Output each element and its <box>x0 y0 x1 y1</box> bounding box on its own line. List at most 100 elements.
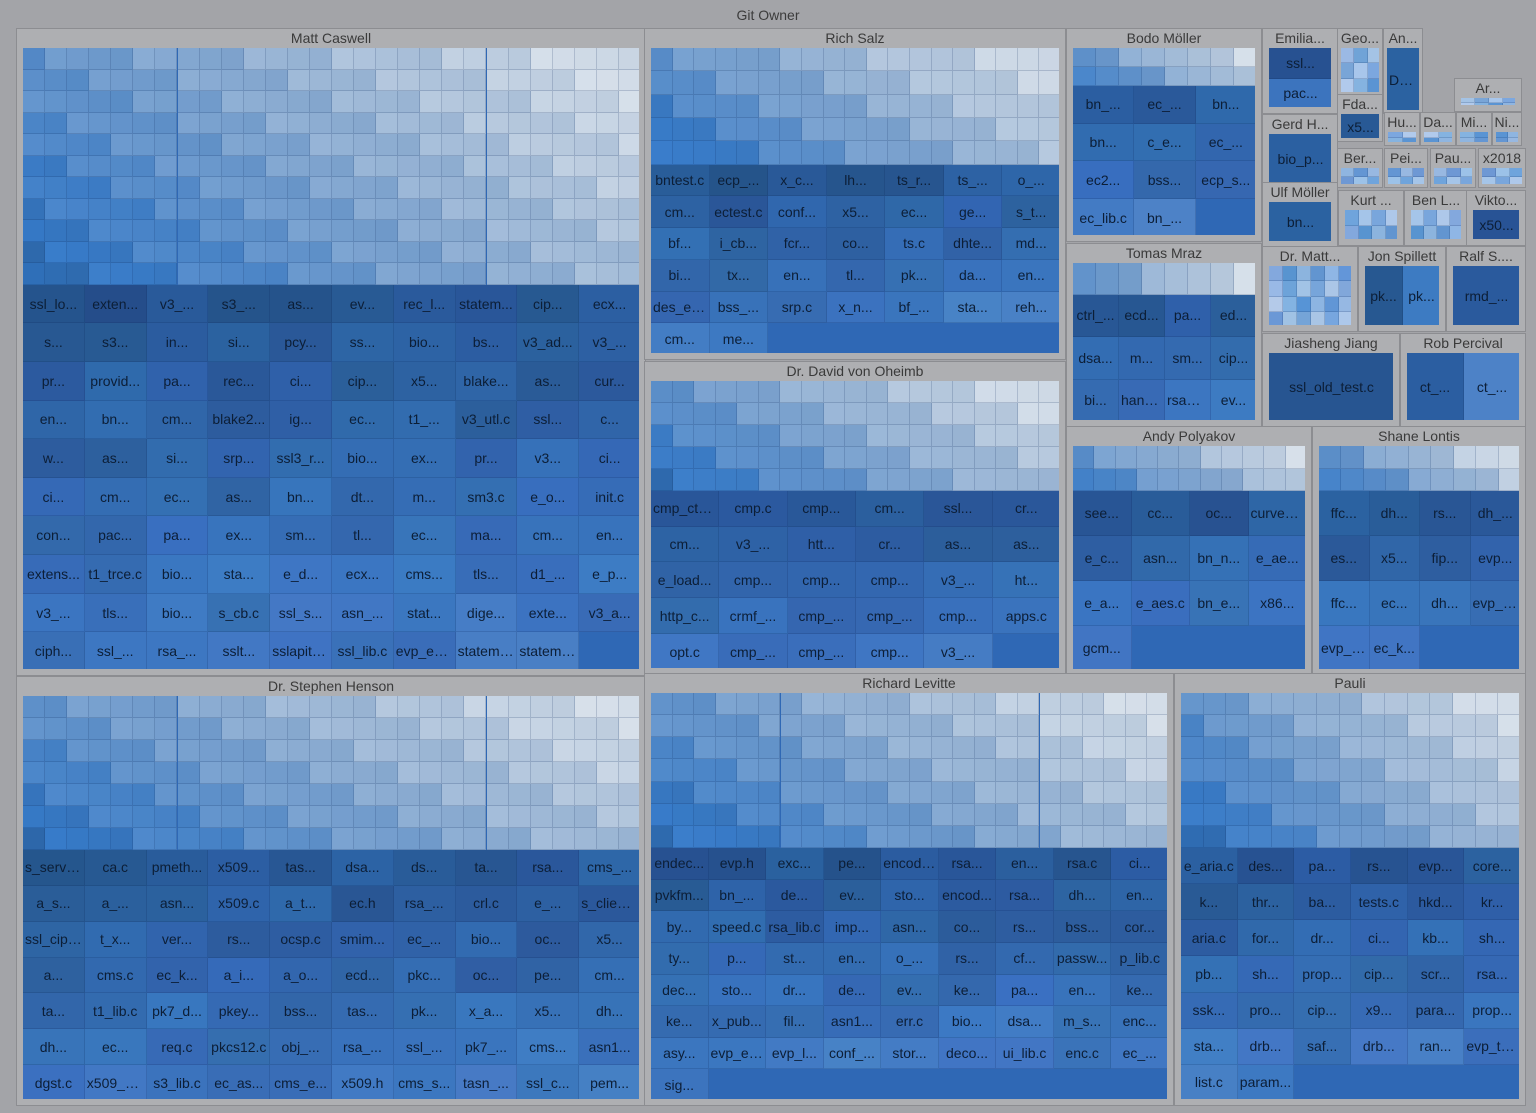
file-cell[interactable]: cmp... <box>787 562 856 599</box>
file-tile[interactable] <box>737 424 759 447</box>
file-tile[interactable] <box>155 263 178 285</box>
file-tile[interactable] <box>530 783 553 806</box>
file-cell[interactable]: dgst.c <box>23 1065 85 1099</box>
file-tile[interactable] <box>974 71 997 95</box>
file-tile[interactable] <box>1354 168 1368 177</box>
file-tile[interactable] <box>1226 693 1249 716</box>
file-tile[interactable] <box>1165 48 1188 67</box>
file-cell[interactable]: drb... <box>1351 1028 1408 1065</box>
file-cell[interactable]: asy... <box>651 1037 709 1070</box>
file-cell[interactable]: ectest.c <box>709 196 769 229</box>
file-tile[interactable] <box>1285 468 1305 491</box>
file-tile[interactable] <box>1073 66 1096 86</box>
file-tile[interactable] <box>758 402 781 425</box>
file-tile[interactable] <box>1269 311 1283 325</box>
file-tile[interactable] <box>1403 138 1416 142</box>
file-tile[interactable] <box>715 446 738 469</box>
file-tile[interactable] <box>823 715 846 738</box>
file-tile[interactable] <box>45 91 68 113</box>
file-tile[interactable] <box>1362 825 1385 849</box>
file-cell[interactable]: ver... <box>146 921 209 958</box>
file-cell[interactable]: err.c <box>881 1006 939 1038</box>
file-tile[interactable] <box>243 177 266 199</box>
file-tile[interactable] <box>737 48 759 72</box>
file-cell[interactable]: ts_... <box>943 164 1003 197</box>
file-tile[interactable] <box>265 134 288 156</box>
file-cell[interactable]: cor... <box>1111 911 1167 943</box>
file-cell[interactable]: v3_... <box>924 562 993 599</box>
file-tile[interactable] <box>737 693 759 716</box>
file-tile[interactable] <box>866 48 889 72</box>
file-tile[interactable] <box>823 468 846 491</box>
file-tile[interactable] <box>694 446 716 469</box>
file-tile[interactable] <box>715 402 738 425</box>
file-tile[interactable] <box>1475 138 1488 142</box>
file-tile[interactable] <box>845 117 867 142</box>
file-tile[interactable] <box>651 803 673 826</box>
file-tile[interactable] <box>243 112 266 135</box>
file-tile[interactable] <box>931 141 954 165</box>
file-tile[interactable] <box>574 220 597 242</box>
file-cell[interactable]: http_c... <box>651 598 720 635</box>
file-tile[interactable] <box>737 71 759 95</box>
file-tile[interactable] <box>332 69 355 92</box>
file-tile[interactable] <box>953 141 975 165</box>
file-tile[interactable] <box>596 220 619 242</box>
file-tile[interactable] <box>23 783 46 806</box>
file-cell[interactable]: ev... <box>881 974 939 1007</box>
file-cell[interactable]: rsa... <box>938 848 997 880</box>
file-cell[interactable]: endec... <box>651 848 709 880</box>
file-tile[interactable] <box>464 198 487 221</box>
file-tile[interactable] <box>1104 781 1126 804</box>
file-cell[interactable]: a... <box>23 957 85 994</box>
file-tile[interactable] <box>1424 138 1439 142</box>
file-tile[interactable] <box>508 134 531 156</box>
file-cell[interactable]: e_d... <box>270 555 332 594</box>
file-cell[interactable]: bn_n... <box>1190 536 1249 581</box>
file-tile[interactable] <box>376 739 399 762</box>
file-tile[interactable] <box>420 177 443 199</box>
file-tile[interactable] <box>265 761 288 784</box>
file-tile[interactable] <box>309 241 332 264</box>
file-cell[interactable]: pro... <box>1237 992 1295 1029</box>
file-cell[interactable]: dr... <box>1294 920 1351 957</box>
file-tile[interactable] <box>931 424 954 447</box>
file-tile[interactable] <box>442 805 465 828</box>
file-tile[interactable] <box>802 468 824 491</box>
file-tile[interactable] <box>888 693 910 716</box>
file-tile[interactable] <box>243 134 266 156</box>
file-tile[interactable] <box>420 198 443 221</box>
file-tile[interactable] <box>1115 446 1137 469</box>
file-tile[interactable] <box>1082 781 1105 804</box>
file-tile[interactable] <box>1354 63 1368 79</box>
file-tile[interactable] <box>486 134 509 156</box>
file-tile[interactable] <box>737 737 759 760</box>
file-tile[interactable] <box>243 717 266 740</box>
file-tile[interactable] <box>530 69 553 92</box>
file-tile[interactable] <box>1200 446 1222 469</box>
file-tile[interactable] <box>133 241 156 264</box>
file-tile[interactable] <box>287 69 310 92</box>
file-tile[interactable] <box>1424 132 1439 138</box>
file-tile[interactable] <box>354 241 377 264</box>
file-tile[interactable] <box>486 69 509 92</box>
file-tile[interactable] <box>133 696 156 718</box>
file-tile[interactable] <box>1437 225 1450 239</box>
file-cell[interactable]: ds... <box>393 849 456 886</box>
file-tile[interactable] <box>931 381 954 403</box>
file-tile[interactable] <box>1475 825 1499 849</box>
file-tile[interactable] <box>1234 48 1255 67</box>
file-tile[interactable] <box>309 739 332 762</box>
file-tile[interactable] <box>596 717 619 740</box>
file-cell[interactable]: pvkfm... <box>651 879 709 912</box>
file-tile[interactable] <box>780 402 803 425</box>
file-tile[interactable] <box>486 198 509 221</box>
file-cell[interactable]: dec... <box>651 974 709 1007</box>
file-tile[interactable] <box>672 424 695 447</box>
file-tile[interactable] <box>133 155 156 178</box>
file-cell[interactable]: htt... <box>787 526 856 563</box>
file-tile[interactable] <box>354 220 377 242</box>
file-cell[interactable]: x5... <box>579 921 639 958</box>
file-tile[interactable] <box>715 48 738 72</box>
file-tile[interactable] <box>1482 177 1496 184</box>
